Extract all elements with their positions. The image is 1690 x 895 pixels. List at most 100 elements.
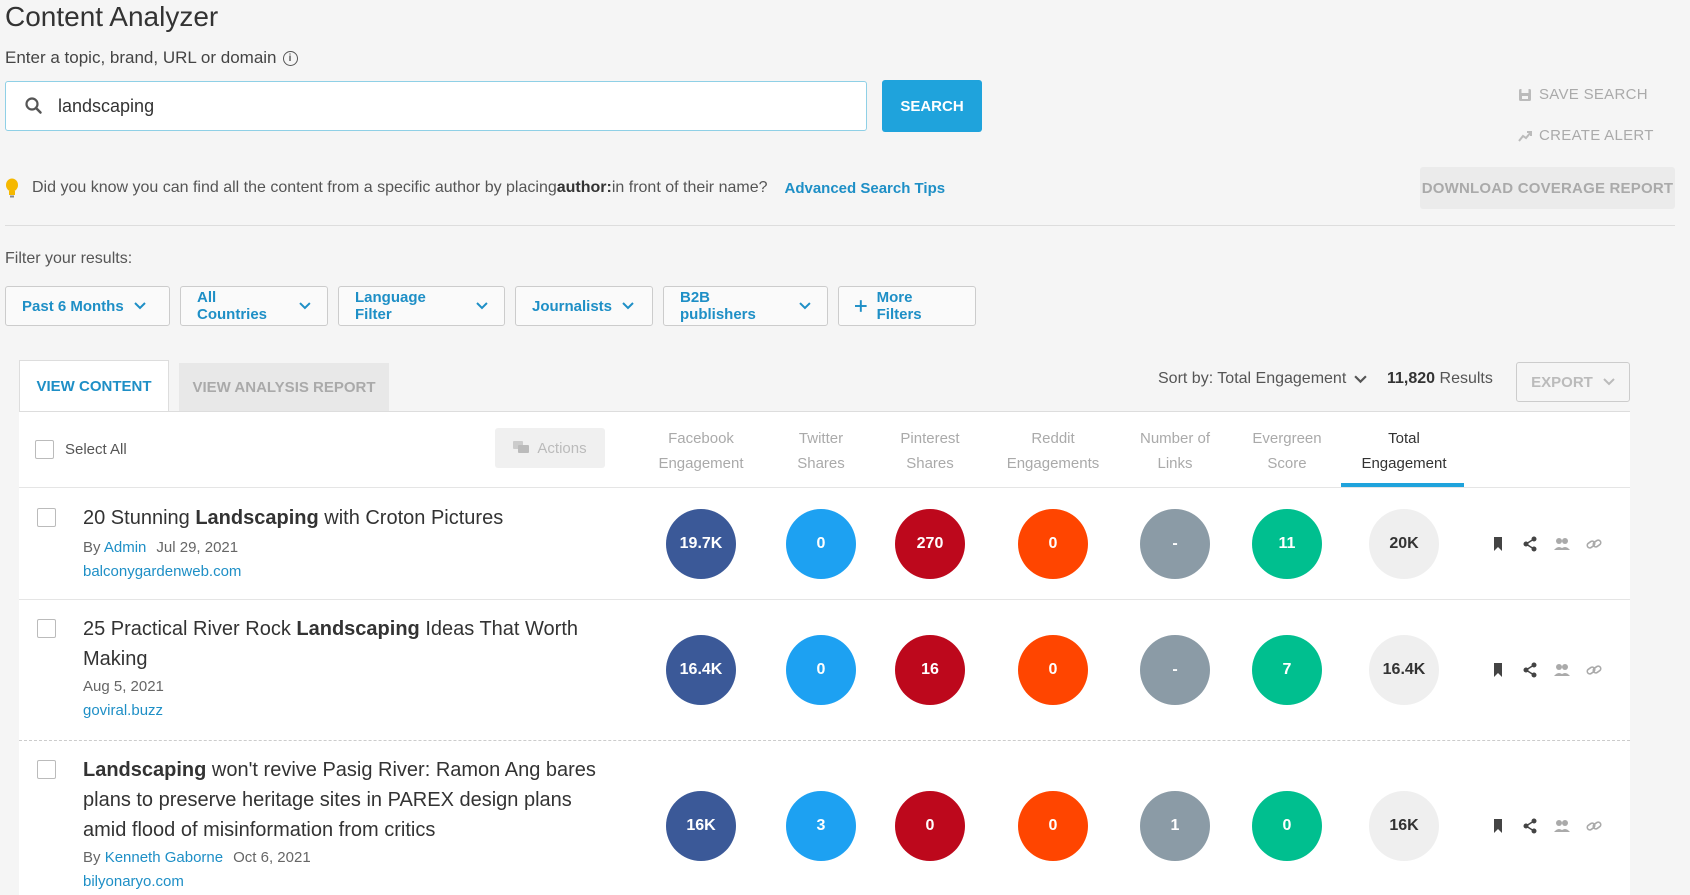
search-box[interactable] bbox=[5, 81, 867, 131]
active-sort-underline bbox=[1341, 483, 1464, 487]
table-header: Select All Actions Facebook Engagement Tw… bbox=[19, 412, 1630, 488]
filter-bar: Past 6 Months All Countries Language Fil… bbox=[5, 286, 976, 326]
link-icon[interactable] bbox=[1585, 535, 1603, 553]
more-filters-button[interactable]: More Filters bbox=[838, 286, 976, 326]
article-title[interactable]: Landscaping won't revive Pasig River: Ra… bbox=[83, 759, 596, 841]
users-icon[interactable] bbox=[1553, 535, 1571, 553]
table-row[interactable]: 25 Practical River Rock Landscaping Idea… bbox=[19, 600, 1630, 740]
tip-keyword: author: bbox=[556, 179, 612, 196]
tip-prefix: Did you know you can find all the conten… bbox=[32, 179, 557, 196]
bookmark-icon[interactable] bbox=[1489, 535, 1507, 553]
users-icon[interactable] bbox=[1553, 817, 1571, 835]
pinterest-value: 270 bbox=[895, 509, 965, 579]
filter-label-date: Past 6 Months bbox=[22, 297, 124, 315]
select-all-label: Select All bbox=[65, 441, 127, 458]
bookmark-icon[interactable] bbox=[1489, 661, 1507, 679]
article-domain[interactable]: balconygardenweb.com bbox=[83, 563, 242, 580]
advanced-search-tips-link[interactable]: Advanced Search Tips bbox=[784, 179, 946, 197]
save-icon bbox=[1519, 88, 1531, 101]
search-input[interactable] bbox=[58, 95, 838, 117]
lightbulb-icon bbox=[6, 178, 18, 198]
evergreen-value: 7 bbox=[1252, 635, 1322, 705]
article-title[interactable]: 20 Stunning Landscaping with Croton Pict… bbox=[83, 507, 504, 529]
users-icon[interactable] bbox=[1553, 661, 1571, 679]
col-pinterest-shares[interactable]: Pinterest Shares bbox=[900, 430, 960, 472]
trend-icon bbox=[1518, 130, 1532, 142]
search-icon bbox=[25, 97, 42, 114]
article-date: Jul 29, 2021 bbox=[156, 539, 239, 556]
search-button[interactable]: SEARCH bbox=[882, 80, 982, 132]
col-facebook-engagement[interactable]: Facebook Engagement bbox=[658, 430, 744, 472]
subtitle-text: Enter a topic, brand, URL or domain bbox=[5, 48, 277, 67]
row-checkbox[interactable] bbox=[37, 619, 56, 638]
results-panel: VIEW CONTENT VIEW ANALYSIS REPORT Sort b… bbox=[19, 360, 1630, 895]
col-total-engagement[interactable]: Total Engagement bbox=[1361, 430, 1447, 472]
info-icon[interactable]: i bbox=[282, 50, 298, 66]
bookmark-icon[interactable] bbox=[1489, 817, 1507, 835]
page-title: Content Analyzer bbox=[5, 1, 219, 32]
article-domain[interactable]: bilyonaryo.com bbox=[83, 873, 184, 890]
export-button[interactable]: EXPORT bbox=[1516, 362, 1630, 402]
table-row[interactable]: 20 Stunning Landscaping with Croton Pict… bbox=[19, 489, 1630, 599]
links-value: 1 bbox=[1140, 791, 1210, 861]
actions-button[interactable]: Actions bbox=[495, 428, 605, 468]
filter-label-language: Language Filter bbox=[355, 289, 426, 323]
filter-b2b[interactable]: B2B publishers bbox=[663, 286, 828, 326]
actions-label: Actions bbox=[537, 439, 587, 457]
download-coverage-report-button[interactable]: DOWNLOAD COVERAGE REPORT bbox=[1420, 167, 1675, 209]
more-filters-label: More Filters bbox=[876, 289, 922, 323]
plus-icon bbox=[855, 300, 867, 312]
reddit-value: 0 bbox=[1018, 509, 1088, 579]
col-number-of-links[interactable]: Number of Links bbox=[1139, 430, 1211, 472]
filter-date[interactable]: Past 6 Months bbox=[5, 286, 170, 326]
reddit-value: 0 bbox=[1018, 791, 1088, 861]
tip-suffix: in front of their name? bbox=[611, 179, 768, 196]
chat-icon bbox=[513, 441, 530, 453]
article-date: Aug 5, 2021 bbox=[83, 678, 164, 695]
filter-language[interactable]: Language Filter bbox=[338, 286, 505, 326]
author-link[interactable]: Kenneth Gaborne bbox=[104, 849, 224, 866]
select-all-checkbox[interactable] bbox=[35, 440, 54, 459]
chevron-down-icon bbox=[133, 302, 146, 310]
share-icon[interactable] bbox=[1521, 535, 1539, 553]
row-separator bbox=[19, 740, 1630, 741]
sort-label: Sort by: Total Engagement bbox=[1158, 370, 1347, 387]
row-checkbox[interactable] bbox=[37, 760, 56, 779]
export-label: EXPORT bbox=[1531, 373, 1593, 391]
tab-view-analysis-report[interactable]: VIEW ANALYSIS REPORT bbox=[179, 363, 389, 411]
table-row[interactable]: Landscaping won't revive Pasig River: Ra… bbox=[19, 741, 1630, 895]
tab-view-content[interactable]: VIEW CONTENT bbox=[19, 360, 169, 411]
share-icon[interactable] bbox=[1521, 817, 1539, 835]
col-reddit-engagements[interactable]: Reddit Engagements bbox=[1006, 430, 1100, 472]
chevron-down-icon bbox=[1603, 378, 1615, 386]
article-date: Oct 6, 2021 bbox=[233, 849, 311, 866]
link-icon[interactable] bbox=[1585, 817, 1603, 835]
filter-label-countries: All Countries bbox=[197, 289, 268, 323]
author-link[interactable]: Admin bbox=[103, 539, 147, 556]
link-icon[interactable] bbox=[1585, 661, 1603, 679]
filter-label-journalists: Journalists bbox=[532, 297, 613, 315]
article-domain[interactable]: goviral.buzz bbox=[83, 702, 164, 719]
article-meta: By Kenneth Gaborne Oct 6, 2021 bbox=[83, 849, 311, 866]
search-subtitle: Enter a topic, brand, URL or domain i bbox=[5, 48, 298, 68]
col-twitter-shares[interactable]: Twitter Shares bbox=[797, 430, 845, 472]
article-title[interactable]: 25 Practical River Rock Landscaping Idea… bbox=[83, 618, 578, 670]
create-alert-button[interactable]: CREATE ALERT bbox=[1518, 127, 1654, 144]
chevron-down-icon bbox=[622, 302, 634, 310]
row-actions bbox=[1489, 535, 1603, 553]
evergreen-value: 0 bbox=[1252, 791, 1322, 861]
filter-countries[interactable]: All Countries bbox=[180, 286, 328, 326]
chevron-down-icon bbox=[1354, 374, 1367, 383]
row-checkbox[interactable] bbox=[37, 508, 56, 527]
create-alert-label: CREATE ALERT bbox=[1539, 127, 1654, 144]
save-search-button[interactable]: SAVE SEARCH bbox=[1518, 86, 1648, 103]
filter-journalists[interactable]: Journalists bbox=[515, 286, 653, 326]
twitter-value: 0 bbox=[786, 635, 856, 705]
total-engagement-value: 16K bbox=[1369, 791, 1439, 861]
article-meta: Aug 5, 2021 bbox=[83, 678, 164, 695]
results-count: 11,820 Results bbox=[1387, 370, 1493, 388]
facebook-value: 16.4K bbox=[666, 635, 736, 705]
share-icon[interactable] bbox=[1521, 661, 1539, 679]
sort-dropdown[interactable]: Sort by: Total Engagement bbox=[1158, 370, 1367, 388]
col-evergreen-score[interactable]: Evergreen Score bbox=[1252, 430, 1322, 472]
